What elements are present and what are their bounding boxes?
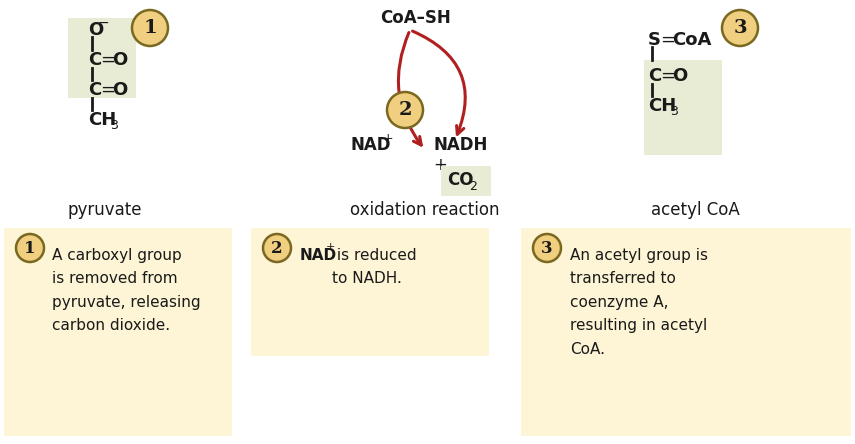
Circle shape [16,234,44,262]
Circle shape [387,92,423,128]
Text: +: + [433,156,447,174]
Text: CO: CO [447,171,474,189]
Text: −: − [97,16,109,30]
Text: C: C [88,81,101,99]
Text: O: O [112,81,127,99]
Text: O: O [88,21,103,39]
Text: 3: 3 [110,119,118,131]
Text: pyruvate: pyruvate [68,201,142,219]
Text: 2: 2 [398,101,412,119]
Text: CoA–SH: CoA–SH [380,9,451,27]
Text: NAD: NAD [350,136,391,154]
Text: 1: 1 [24,239,36,257]
Text: =: = [660,67,675,85]
Text: C: C [88,51,101,69]
Text: 2: 2 [469,179,477,193]
Text: 2: 2 [271,239,283,257]
FancyBboxPatch shape [644,60,722,155]
Text: O: O [672,67,687,85]
Text: CH: CH [88,111,116,129]
Text: CH: CH [648,97,676,115]
Text: =: = [100,51,115,69]
FancyBboxPatch shape [521,228,851,436]
FancyArrowPatch shape [413,31,465,134]
Text: A carboxyl group
is removed from
pyruvate, releasing
carbon dioxide.: A carboxyl group is removed from pyruvat… [52,248,201,333]
Text: +: + [383,131,393,144]
Text: C: C [648,67,661,85]
Text: 1: 1 [143,19,156,37]
Text: =: = [660,31,675,49]
Text: NAD: NAD [300,248,337,263]
Text: CoA: CoA [672,31,711,49]
Circle shape [263,234,291,262]
Circle shape [132,10,168,46]
Circle shape [533,234,561,262]
FancyBboxPatch shape [441,166,491,196]
Text: =: = [100,81,115,99]
Text: is reduced
to NADH.: is reduced to NADH. [332,248,416,286]
FancyBboxPatch shape [251,228,489,356]
Text: acetyl CoA: acetyl CoA [651,201,740,219]
Text: 3: 3 [670,104,678,118]
Text: oxidation reaction: oxidation reaction [351,201,500,219]
FancyArrowPatch shape [398,32,422,145]
Text: NADH: NADH [433,136,487,154]
Text: 3: 3 [541,239,553,257]
Text: An acetyl group is
transferred to
coenzyme A,
resulting in acetyl
CoA.: An acetyl group is transferred to coenzy… [570,248,708,357]
Text: 3: 3 [734,19,746,37]
Text: S: S [648,31,661,49]
Circle shape [722,10,758,46]
FancyBboxPatch shape [4,228,232,436]
Text: O: O [112,51,127,69]
FancyBboxPatch shape [68,18,136,98]
Text: +: + [326,242,335,252]
